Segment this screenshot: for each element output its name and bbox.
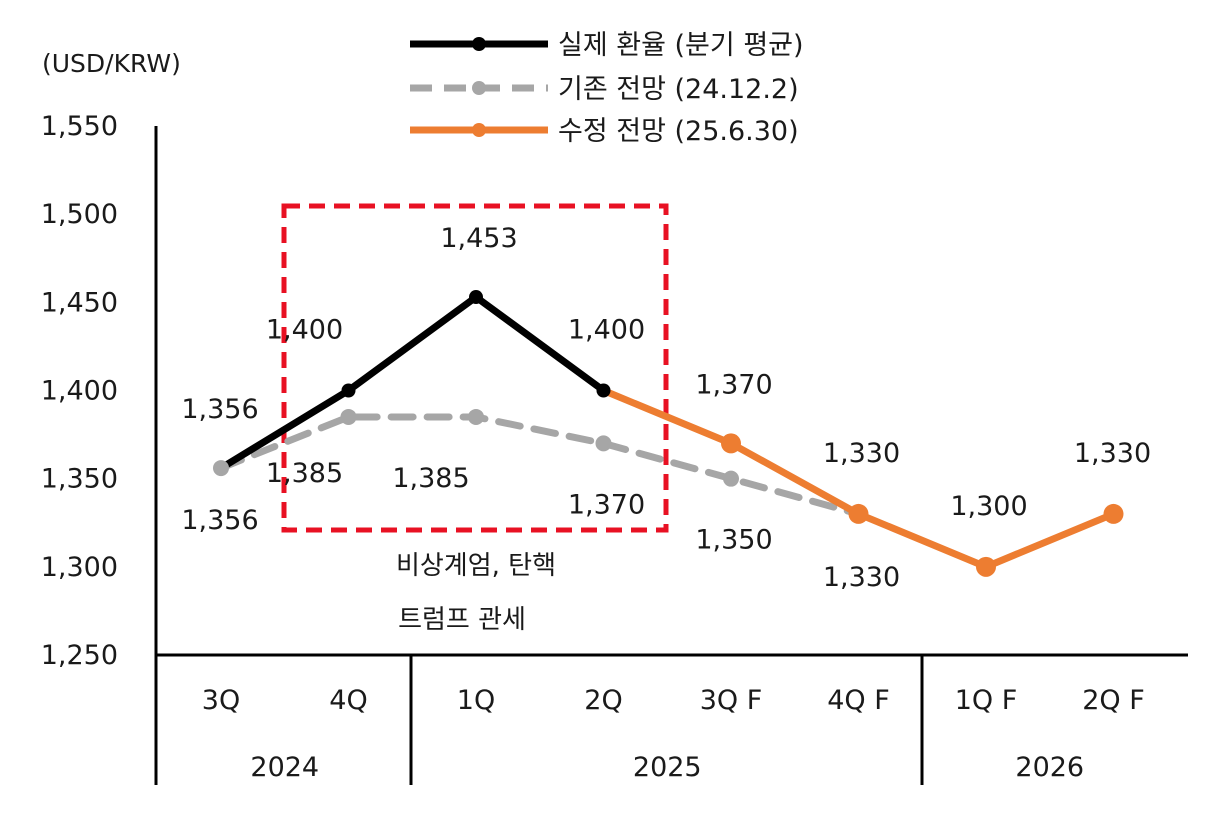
- x-tick-label: 2Q F: [1082, 685, 1145, 716]
- data-label-actual: 1,356: [181, 394, 258, 425]
- year-label: 2026: [1015, 752, 1084, 783]
- point-revised-forecast: [721, 433, 741, 454]
- y-tick-label: 1,500: [41, 199, 118, 230]
- data-label-revised-forecast: 1,330: [1074, 438, 1151, 469]
- data-label-revised-forecast: 1,330: [823, 438, 900, 469]
- data-label-previous-forecast: 1,385: [266, 458, 343, 489]
- y-tick-label: 1,550: [41, 111, 118, 142]
- point-previous-forecast: [595, 435, 612, 452]
- y-tick-label: 1,400: [41, 376, 118, 407]
- legend-label-actual: 실제 환율 (분기 평균): [558, 30, 804, 61]
- x-tick-label: 4Q: [329, 685, 367, 716]
- legend-marker-actual: [472, 37, 486, 51]
- point-revised-forecast: [1103, 503, 1124, 524]
- annotation-line-1: 비상계엄, 탄핵: [396, 551, 556, 581]
- point-revised-forecast: [976, 556, 996, 577]
- highlight-box: [281, 203, 669, 533]
- point-actual: [341, 383, 356, 398]
- year-label: 2025: [633, 752, 702, 783]
- plot-area: 1,356 1,400 1,453 1,400 1,356 1,385 1,385 1,370…: [181, 223, 1151, 593]
- data-label-actual: 1,400: [266, 315, 343, 346]
- data-label-previous-forecast: 1,385: [392, 463, 469, 494]
- point-actual: [469, 290, 483, 305]
- x-axis-categories: 3Q 4Q 1Q 2Q 3Q F 4Q F 1Q F 2Q F: [202, 685, 1145, 716]
- point-revised-forecast: [848, 503, 869, 524]
- legend: 실제 환율 (분기 평균) 기존 전망 (24.12.2) 수정 전망 (25.…: [410, 30, 804, 147]
- x-tick-label: 3Q: [202, 685, 240, 716]
- data-label-previous-forecast: 1,330: [823, 562, 900, 593]
- data-label-actual: 1,400: [568, 315, 645, 346]
- axes: [154, 126, 1188, 785]
- x-tick-label: 3Q F: [700, 685, 763, 716]
- point-previous-forecast: [340, 408, 357, 425]
- data-label-revised-forecast: 1,300: [950, 491, 1027, 522]
- legend-label-previous-forecast: 기존 전망 (24.12.2): [558, 74, 799, 105]
- y-tick-label: 1,350: [41, 464, 118, 495]
- series-line-previous-forecast: [217, 413, 862, 518]
- legend-label-revised-forecast: 수정 전망 (25.6.30): [558, 116, 799, 147]
- legend-item-actual: 실제 환율 (분기 평균): [410, 30, 804, 61]
- annotation-line-2: 트럼프 관세: [398, 605, 526, 635]
- legend-item-revised-forecast: 수정 전망 (25.6.30): [410, 116, 799, 147]
- data-label-previous-forecast: 1,356: [181, 505, 258, 536]
- data-label-revised-forecast: 1,370: [695, 369, 772, 400]
- data-label-previous-forecast: 1,350: [695, 525, 772, 556]
- series-line-actual: [217, 293, 607, 472]
- series-line-revised-forecast: [600, 387, 1117, 571]
- x-tick-label: 1Q: [457, 685, 495, 716]
- x-axis-years: 2024 2025 2026: [250, 752, 1084, 783]
- y-tick-label: 1,250: [41, 640, 118, 671]
- y-tick-label: 1,300: [41, 552, 118, 583]
- data-label-previous-forecast: 1,370: [568, 489, 645, 520]
- y-axis-unit-label: (USD/KRW): [42, 49, 181, 78]
- y-axis-ticks: 1,550 1,500 1,450 1,400 1,350 1,300 1,250: [41, 111, 118, 671]
- x-tick-label: 1Q F: [955, 685, 1018, 716]
- point-actual: [596, 383, 611, 398]
- legend-item-previous-forecast: 기존 전망 (24.12.2): [410, 74, 799, 105]
- point-previous-forecast: [723, 470, 739, 487]
- y-tick-label: 1,450: [41, 287, 118, 318]
- data-label-actual: 1,453: [440, 223, 517, 254]
- point-previous-forecast: [213, 460, 229, 477]
- point-previous-forecast: [468, 408, 484, 425]
- legend-marker-revised-forecast: [472, 123, 486, 137]
- x-tick-label: 4Q F: [827, 685, 890, 716]
- x-tick-label: 2Q: [584, 685, 622, 716]
- year-label: 2024: [250, 752, 319, 783]
- legend-marker-previous-forecast: [472, 81, 486, 95]
